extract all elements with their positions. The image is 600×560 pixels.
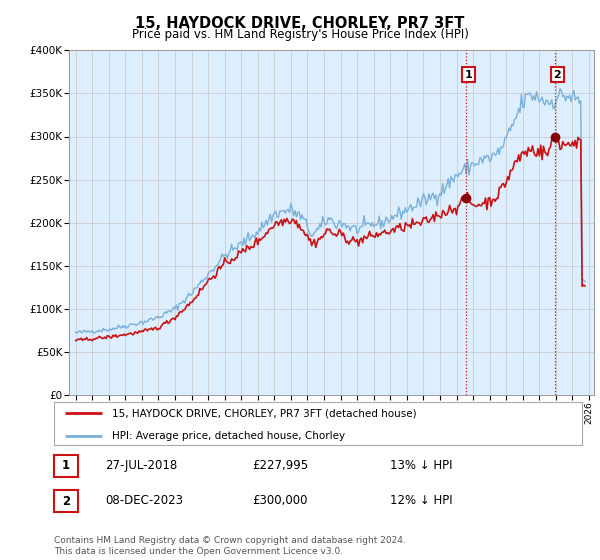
Text: 12% ↓ HPI: 12% ↓ HPI: [390, 494, 452, 507]
Text: 13% ↓ HPI: 13% ↓ HPI: [390, 459, 452, 472]
Text: 15, HAYDOCK DRIVE, CHORLEY, PR7 3FT (detached house): 15, HAYDOCK DRIVE, CHORLEY, PR7 3FT (det…: [112, 408, 417, 418]
Text: 1: 1: [464, 69, 472, 80]
Text: Price paid vs. HM Land Registry's House Price Index (HPI): Price paid vs. HM Land Registry's House …: [131, 28, 469, 41]
Text: £300,000: £300,000: [252, 494, 308, 507]
Text: £227,995: £227,995: [252, 459, 308, 472]
Text: 1: 1: [62, 459, 70, 473]
Text: 2: 2: [62, 494, 70, 508]
Text: 15, HAYDOCK DRIVE, CHORLEY, PR7 3FT: 15, HAYDOCK DRIVE, CHORLEY, PR7 3FT: [136, 16, 464, 31]
Text: HPI: Average price, detached house, Chorley: HPI: Average price, detached house, Chor…: [112, 431, 345, 441]
Text: 2: 2: [553, 69, 561, 80]
Text: Contains HM Land Registry data © Crown copyright and database right 2024.
This d: Contains HM Land Registry data © Crown c…: [54, 536, 406, 556]
Text: 08-DEC-2023: 08-DEC-2023: [105, 494, 183, 507]
Text: 27-JUL-2018: 27-JUL-2018: [105, 459, 177, 472]
